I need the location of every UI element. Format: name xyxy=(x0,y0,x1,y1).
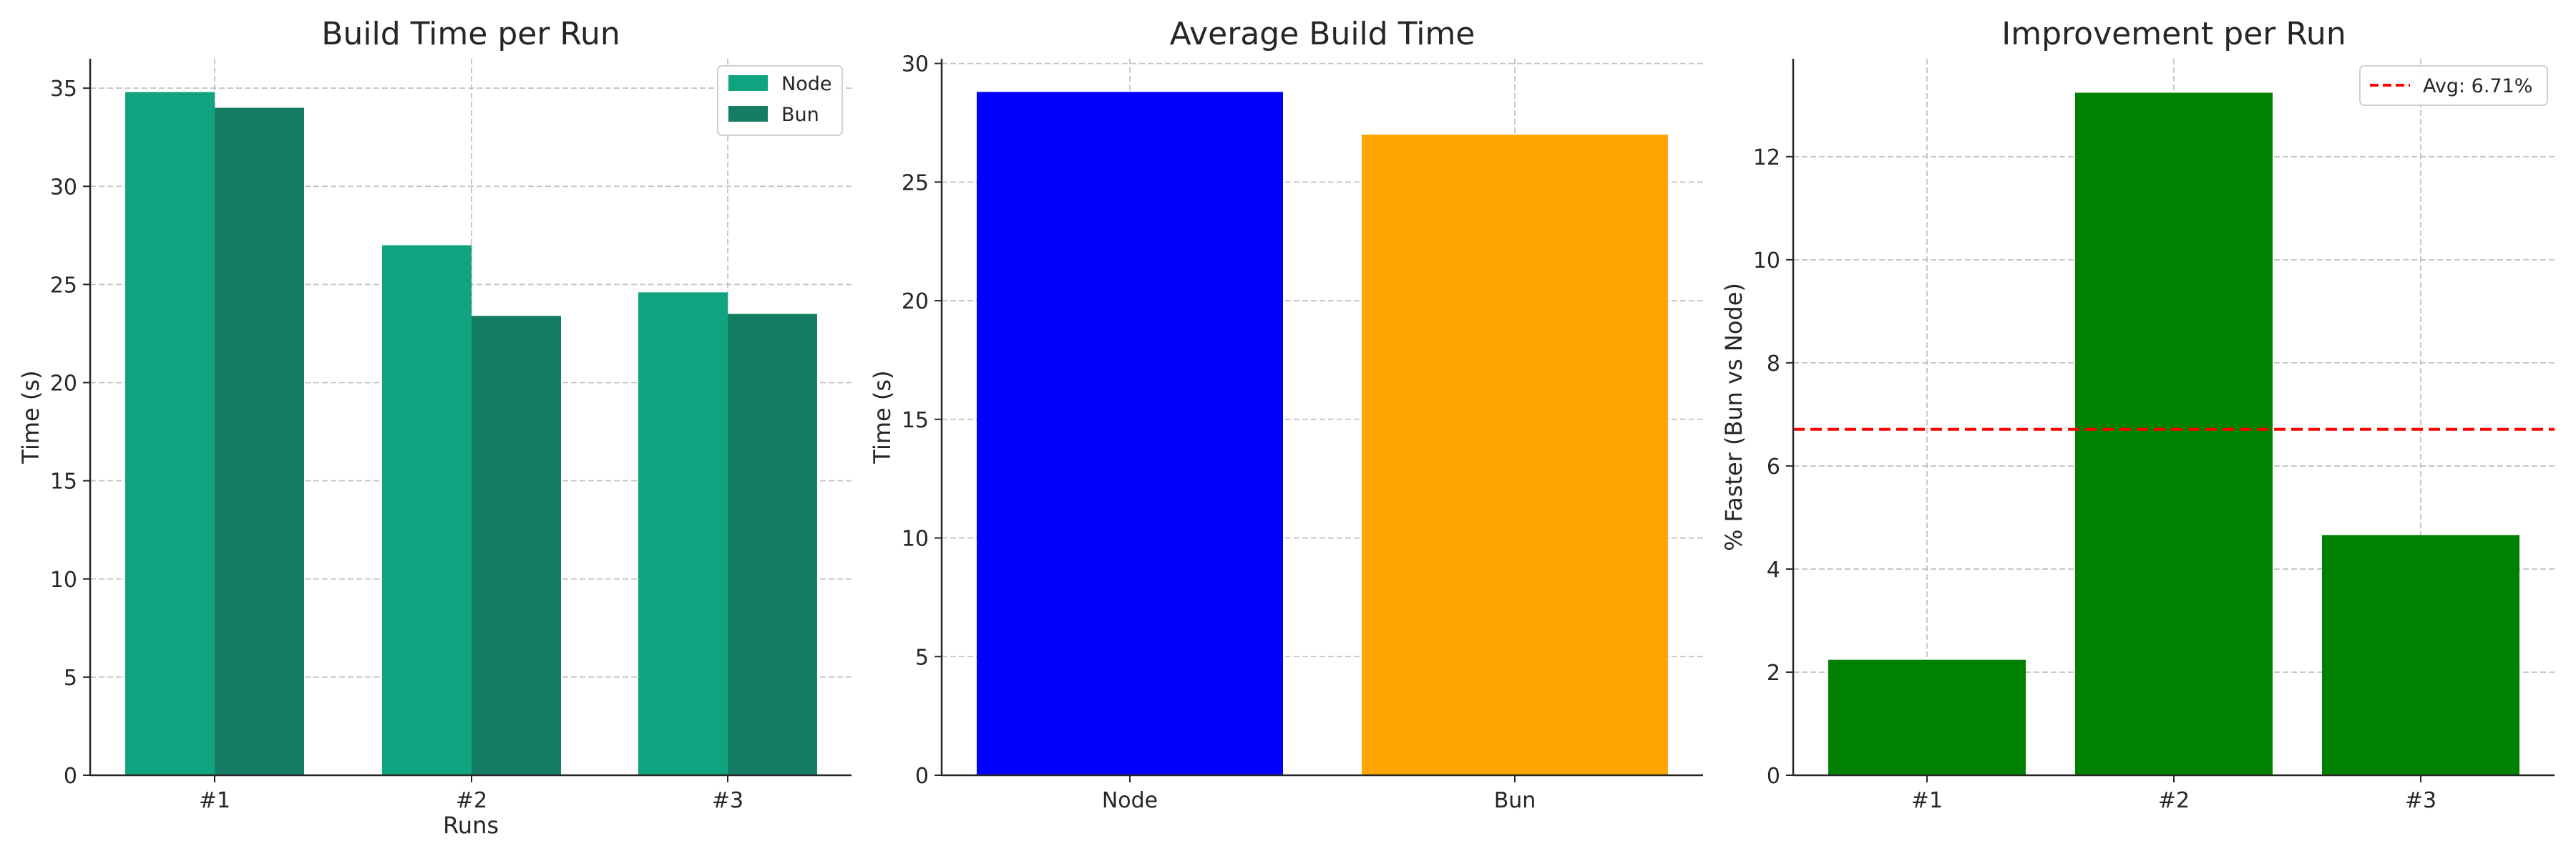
y-axis-title: % Faster (Bun vs Node) xyxy=(1720,283,1747,551)
y-axis-title: Time (s) xyxy=(17,370,44,464)
bar-2 xyxy=(1362,135,1668,775)
y-tick-label: 15 xyxy=(902,408,929,433)
x-tick-label: #1 xyxy=(199,788,230,813)
y-tick-label: 0 xyxy=(1767,764,1780,789)
y-tick-label: 35 xyxy=(50,77,77,102)
chart-title: Build Time per Run xyxy=(321,16,620,52)
bar-bun-2 xyxy=(472,316,561,775)
bars xyxy=(125,92,817,776)
y-tick-label: 25 xyxy=(50,273,77,298)
bar-node-2 xyxy=(382,245,472,775)
y-tick-label: 2 xyxy=(1767,661,1780,686)
y-tick-label: 6 xyxy=(1767,455,1780,480)
y-tick-label: 25 xyxy=(902,170,929,195)
x-tick-label: #2 xyxy=(456,788,487,813)
x-tick-label: #3 xyxy=(712,788,743,813)
x-tick-label: #2 xyxy=(2158,788,2190,813)
legend-average: Avg: 6.71% xyxy=(2359,65,2548,106)
y-tick-label: 0 xyxy=(64,764,77,789)
chart-panel-2: 0 5 10 15 20 25 30 Node Bun Average Build Time Tim… xyxy=(869,16,1703,813)
y-tick-label: 12 xyxy=(1753,145,1780,170)
chart-title: Improvement per Run xyxy=(2001,16,2346,52)
legend-frame xyxy=(2359,65,2548,106)
y-tick-label: 5 xyxy=(64,666,77,691)
y-tick-label: 0 xyxy=(915,764,929,789)
y-tick-label: 20 xyxy=(902,289,929,314)
bars xyxy=(1828,92,2519,776)
x-tick-label: Bun xyxy=(1494,788,1536,813)
x-tick-label: #1 xyxy=(1911,788,1943,813)
legend-runs: Node Bun xyxy=(717,65,843,136)
y-tick-label: 20 xyxy=(50,372,77,397)
chart-title: Average Build Time xyxy=(1170,16,1475,52)
bar-bun-3 xyxy=(728,314,817,776)
y-tick-label: 10 xyxy=(1753,248,1780,273)
bar-node-1 xyxy=(125,92,215,775)
legend-label: Avg: 6.71% xyxy=(2423,75,2532,97)
legend-swatch-bun xyxy=(728,106,768,122)
bar-1 xyxy=(977,92,1283,775)
bar-3 xyxy=(2322,535,2519,775)
legend-swatch-node xyxy=(728,75,768,91)
chart-panel-1: 0 5 10 15 20 25 30 35 #1 #2 #3 Build Time per Run Ru… xyxy=(17,16,852,839)
bars xyxy=(977,92,1668,775)
chart-panel-3: 0 2 4 6 8 10 12 #1 #2 #3 Improvement per Run % Fast… xyxy=(1720,16,2555,813)
y-tick-label: 4 xyxy=(1767,558,1780,583)
y-tick-label: 8 xyxy=(1767,351,1780,377)
bar-2 xyxy=(2075,92,2273,776)
y-tick-label: 30 xyxy=(50,175,77,200)
bar-1 xyxy=(1828,659,2026,775)
y-tick-label: 10 xyxy=(902,527,929,552)
legend-label: Bun xyxy=(781,104,819,126)
y-tick-label: 30 xyxy=(902,52,929,77)
x-axis-title: Runs xyxy=(443,812,499,839)
y-axis-title: Time (s) xyxy=(869,370,896,464)
x-tick-label: Node xyxy=(1102,788,1158,813)
y-tick-label: 10 xyxy=(50,568,77,593)
bar-node-3 xyxy=(638,292,728,776)
y-tick-label: 5 xyxy=(915,645,929,670)
bar-bun-1 xyxy=(215,107,304,775)
x-tick-label: #3 xyxy=(2405,788,2436,813)
legend-label: Node xyxy=(781,73,831,95)
y-tick-label: 15 xyxy=(50,470,77,495)
